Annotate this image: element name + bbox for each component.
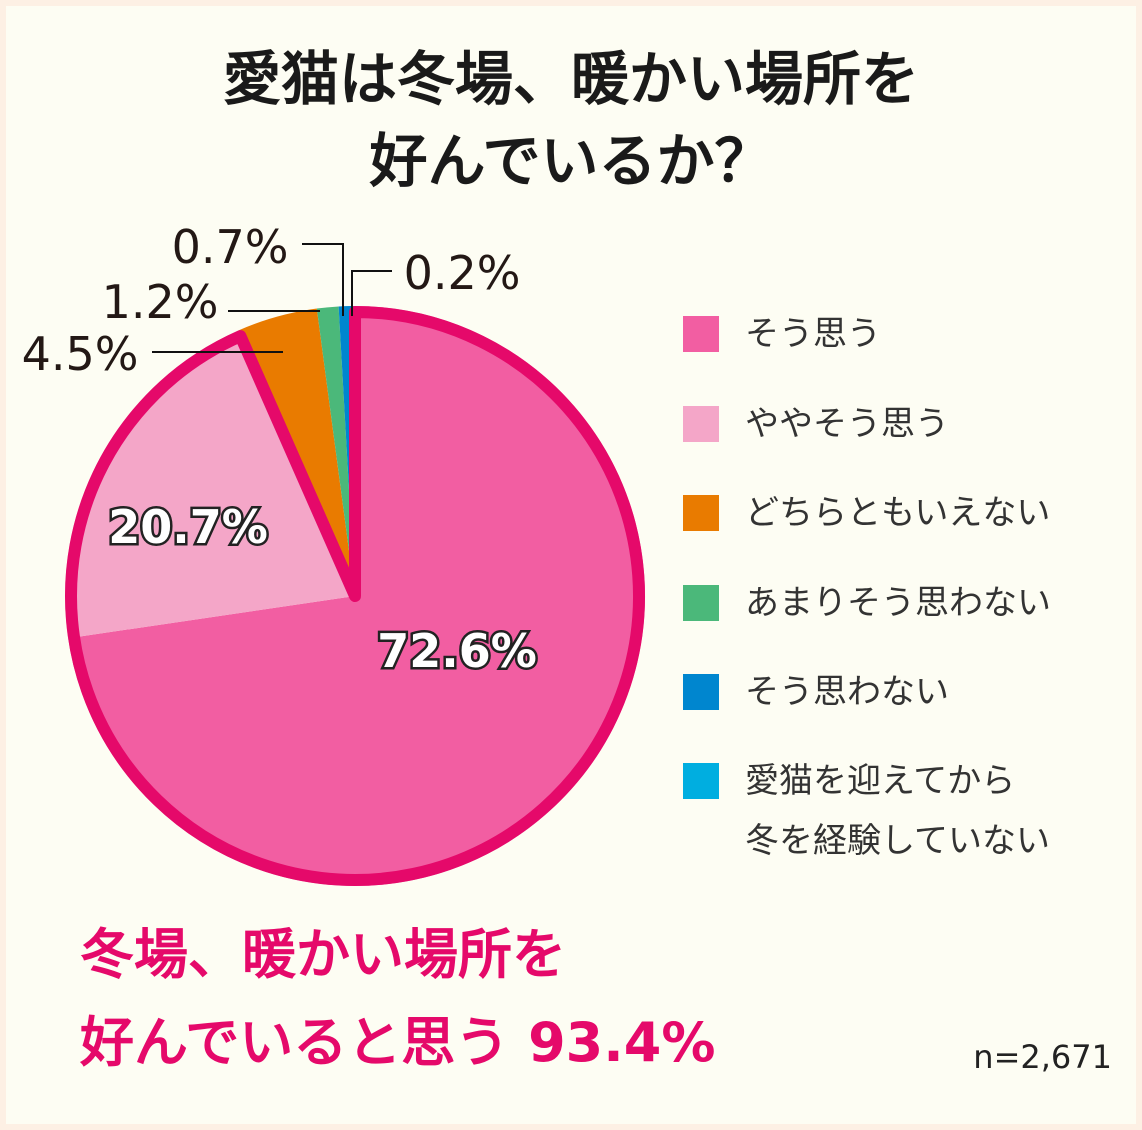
highlight-outline <box>65 306 645 886</box>
legend-label-5: 冬を経験していない <box>745 821 1050 861</box>
data-label-2: 4.5% <box>22 327 139 381</box>
legend-label-0: そう思う <box>745 314 881 354</box>
summary-line-1: 冬場、暖かい場所を <box>80 923 566 986</box>
leader-line-4 <box>302 243 344 316</box>
data-label-1: 20.7% <box>108 500 268 554</box>
legend-swatch-2 <box>683 495 719 531</box>
pie-slice-3 <box>316 306 355 596</box>
legend-label-5: 愛猫を迎えてから <box>745 761 1016 801</box>
data-label-5: 0.2% <box>404 246 521 300</box>
legend-swatch-3 <box>683 585 719 621</box>
legend-label-2: どちらともいえない <box>745 493 1051 533</box>
legend-label-1: ややそう思う <box>745 404 949 444</box>
data-label-3: 1.2% <box>102 275 219 329</box>
legend-swatch-5 <box>683 763 719 799</box>
leader-line-5 <box>351 270 392 316</box>
legend-label-3: あまりそう思わない <box>745 583 1051 623</box>
sample-size: n=2,671 <box>973 1038 1112 1076</box>
chart-title-line-1: 愛猫は冬場、暖かい場所を <box>222 45 919 113</box>
summary-line-2: 好んでいると思う 93.4% <box>80 1011 716 1074</box>
legend-label-4: そう思わない <box>745 672 949 712</box>
data-label-0: 72.6% <box>377 624 537 678</box>
legend-swatch-1 <box>683 406 719 442</box>
chart-title-line-2: 好んでいるか？ <box>369 127 773 195</box>
legend-swatch-4 <box>683 674 719 710</box>
legend-swatch-0 <box>683 316 719 352</box>
data-label-4: 0.7% <box>172 220 289 274</box>
